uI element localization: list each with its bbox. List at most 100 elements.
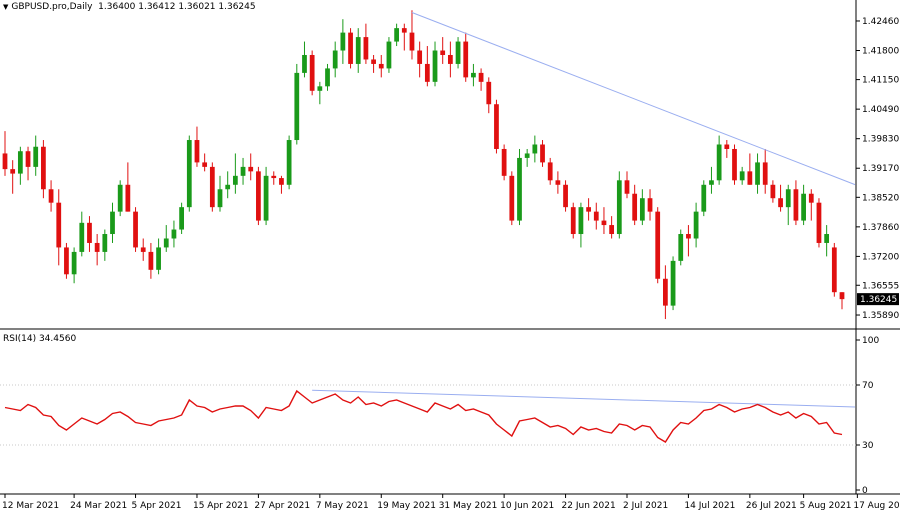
candle-up: [824, 225, 830, 257]
candle-up: [701, 180, 707, 217]
candle-body: [286, 140, 292, 185]
price-tick-label: 1.37860: [862, 223, 899, 233]
candle-up: [471, 63, 476, 87]
candle-down: [663, 265, 668, 320]
candle-body: [17, 151, 23, 174]
candle-down: [601, 207, 607, 235]
rsi-indicator-label: RSI(14) 34.4560: [3, 334, 77, 344]
time-tick-label: 26 Jul 2021: [746, 501, 797, 511]
candle-up: [286, 135, 292, 190]
candle-body: [133, 211, 138, 248]
candle-up: [340, 19, 346, 64]
candle-up: [616, 171, 622, 239]
candle-body: [209, 166, 215, 208]
candle-body: [125, 184, 131, 212]
symbol-label: GBPUSD.pro,Daily: [11, 2, 93, 12]
candle-body: [71, 251, 77, 275]
candle-body: [355, 37, 361, 64]
candle-up: [263, 166, 269, 226]
candle-down: [424, 46, 430, 87]
candle-body: [271, 175, 277, 179]
candle-body: [309, 54, 315, 91]
price-axis: 1.42460 1.41800 1.41150 1.40490 1.39830 1.391…: [856, 17, 899, 321]
candle-body: [302, 54, 307, 73]
candle-down: [732, 144, 737, 185]
rsi-series: [4, 389, 843, 443]
candle-body: [816, 202, 822, 243]
candle-body: [655, 211, 661, 279]
rsi-trendline: [312, 389, 856, 408]
candle-down: [447, 41, 453, 78]
candle-down: [348, 28, 353, 69]
candle-body: [486, 81, 492, 105]
time-tick-label: 12 Mar 2021: [2, 501, 59, 511]
candle-body: [616, 180, 622, 235]
time-tick-label: 10 Jun 2021: [500, 501, 554, 511]
candle-up: [240, 157, 246, 185]
candle-body: [593, 211, 599, 221]
candle-body: [317, 86, 323, 91]
candle-body: [824, 234, 830, 243]
candle-down: [686, 225, 691, 257]
price-tick-label: 1.40490: [862, 105, 899, 115]
candle-body: [348, 32, 353, 64]
candle-down: [762, 148, 768, 194]
candle-down: [501, 144, 507, 181]
candle-up: [232, 153, 238, 194]
candle-down: [747, 153, 753, 185]
candle-body: [762, 162, 768, 185]
candle-up: [71, 247, 77, 284]
candle-body: [64, 247, 69, 275]
candle-body: [79, 222, 85, 252]
candle-body: [325, 68, 330, 87]
candle-down: [48, 180, 54, 212]
candle-body: [463, 41, 469, 78]
rsi-tick-label: 0: [862, 486, 868, 496]
candle-up: [678, 229, 684, 266]
candle-up: [693, 202, 699, 248]
candle-body: [140, 247, 146, 252]
candle-up: [79, 211, 85, 257]
candle-up: [355, 28, 361, 73]
candle-up: [386, 37, 392, 73]
dropdown-arrow-icon[interactable]: ▼: [3, 3, 9, 11]
candle-body: [785, 189, 791, 208]
candle-body: [440, 50, 446, 55]
rsi-axis: 100 70 30 0: [856, 336, 879, 496]
candle-body: [117, 184, 123, 212]
time-tick-label: 14 Jul 2021: [684, 501, 735, 511]
candle-body: [732, 148, 737, 181]
time-tick-label: 17 Aug 2021: [853, 501, 900, 511]
price-trendline: [411, 12, 856, 186]
candle-body: [755, 162, 760, 185]
candle-body: [25, 151, 31, 167]
candle-down: [593, 202, 599, 230]
candle-down: [509, 171, 515, 226]
candle-body: [248, 166, 254, 172]
candle-body: [202, 162, 208, 167]
candle-body: [739, 171, 745, 181]
candle-body: [601, 220, 607, 226]
candle-body: [570, 207, 576, 235]
candle-body: [447, 54, 453, 64]
candle-down: [56, 189, 62, 266]
candle-down: [87, 216, 92, 252]
candle-body: [340, 32, 346, 51]
candle-down: [647, 189, 653, 221]
candle-down: [363, 23, 369, 64]
candle-down: [371, 54, 376, 73]
candle-body: [801, 193, 806, 221]
price-tick-label: 1.37200: [862, 252, 899, 262]
candle-body: [87, 222, 92, 243]
candle-up: [785, 184, 791, 226]
price-tick-label: 1.39170: [862, 164, 899, 174]
candle-body: [56, 202, 62, 248]
candle-body: [670, 260, 676, 306]
candle-down: [632, 184, 638, 226]
candle-down: [271, 171, 277, 185]
candle-body: [194, 140, 200, 163]
candle-down: [133, 207, 138, 252]
candle-body: [186, 140, 192, 208]
